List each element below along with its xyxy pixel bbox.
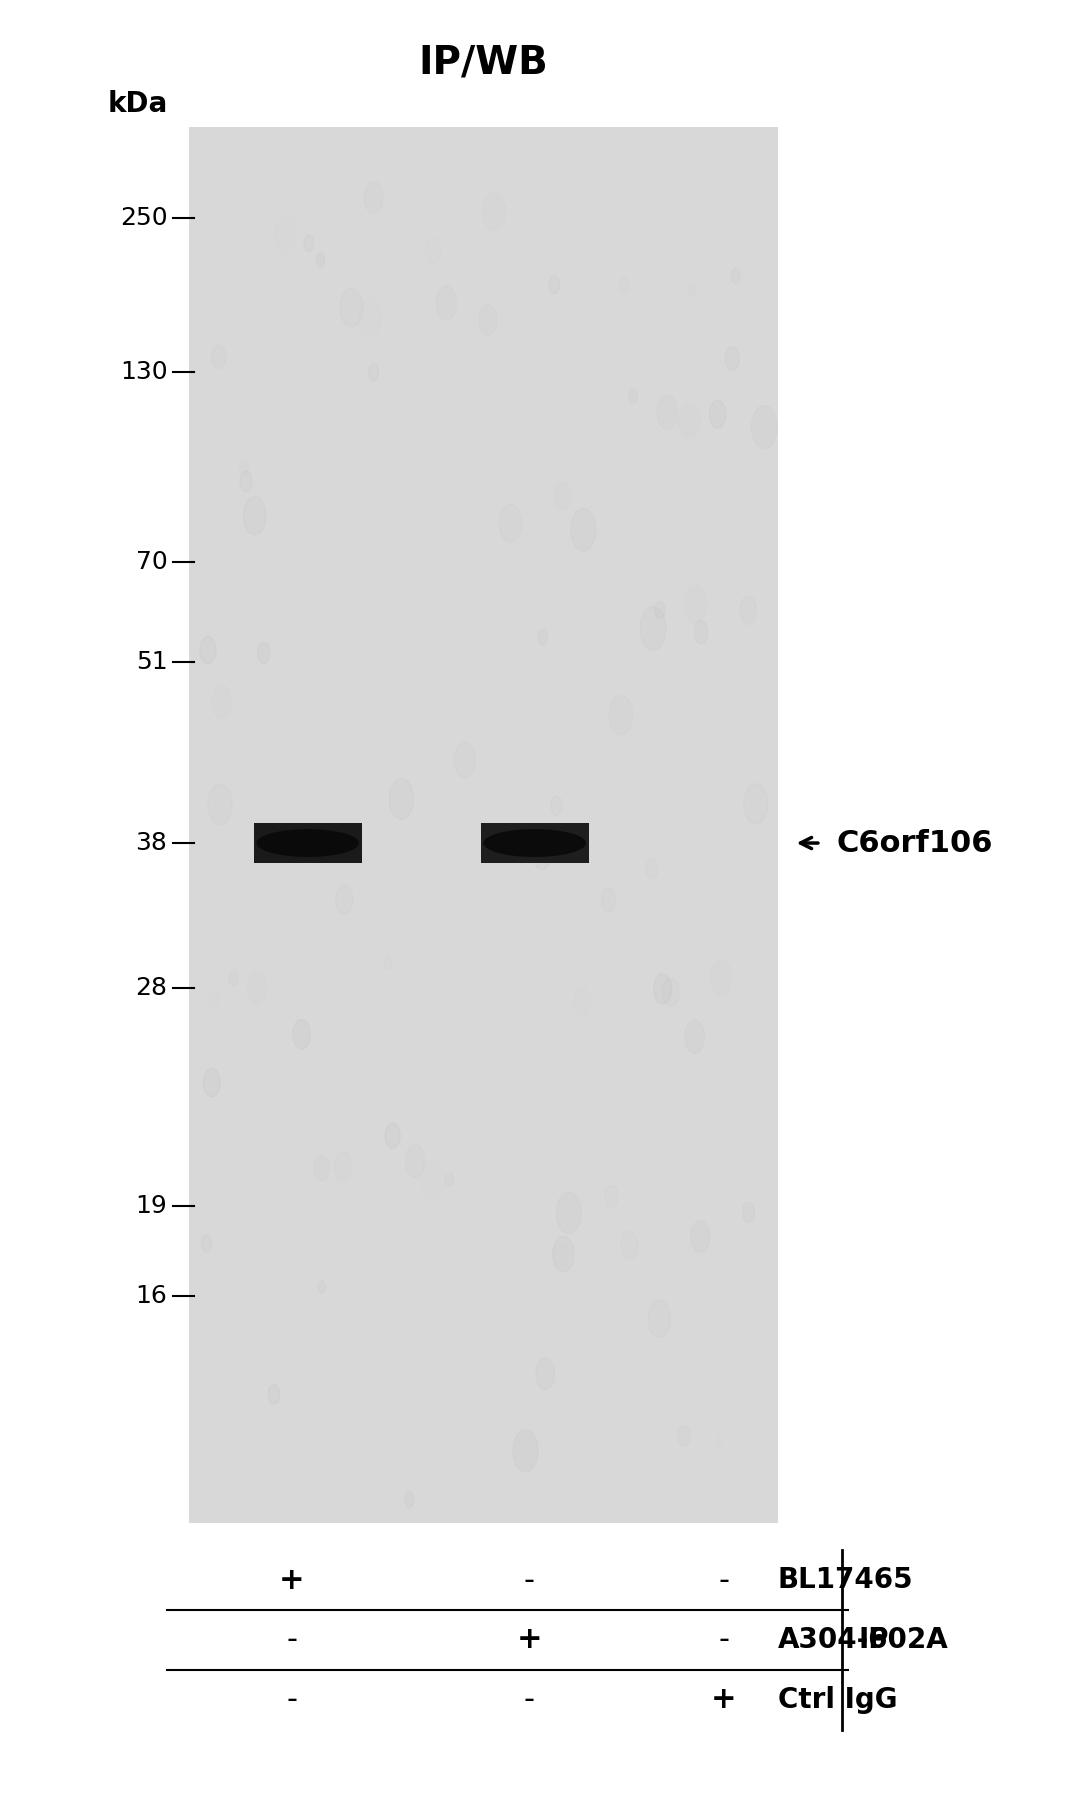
Text: IP/WB: IP/WB <box>418 44 549 82</box>
Text: C6orf106: C6orf106 <box>837 829 994 858</box>
Text: -: - <box>286 1626 297 1653</box>
Circle shape <box>653 974 672 1004</box>
Text: BL17465: BL17465 <box>778 1566 914 1594</box>
Circle shape <box>268 1385 280 1403</box>
Text: 130: 130 <box>120 359 167 384</box>
Text: 51: 51 <box>136 649 167 674</box>
Text: 250: 250 <box>120 205 167 230</box>
Text: -: - <box>286 1686 297 1713</box>
Text: Ctrl IgG: Ctrl IgG <box>778 1686 897 1713</box>
Text: +: + <box>711 1686 737 1713</box>
Text: 28: 28 <box>135 975 167 1001</box>
Circle shape <box>513 1430 538 1472</box>
Text: -: - <box>718 1626 729 1653</box>
Circle shape <box>710 401 726 428</box>
Text: 70: 70 <box>136 549 167 575</box>
Text: IP: IP <box>859 1626 889 1653</box>
Text: kDa: kDa <box>107 91 167 118</box>
Circle shape <box>203 1068 220 1097</box>
Ellipse shape <box>256 829 359 858</box>
Bar <box>189 127 778 1523</box>
Ellipse shape <box>484 829 585 858</box>
Bar <box>481 823 589 863</box>
Circle shape <box>405 1492 414 1508</box>
Circle shape <box>293 1019 310 1050</box>
Text: +: + <box>516 1626 542 1653</box>
Text: -: - <box>718 1566 729 1594</box>
Text: -: - <box>524 1686 535 1713</box>
Circle shape <box>386 1122 401 1148</box>
Text: +: + <box>279 1566 305 1594</box>
Text: A304-602A: A304-602A <box>778 1626 948 1653</box>
Text: 38: 38 <box>135 830 167 856</box>
Bar <box>254 823 362 863</box>
Text: -: - <box>524 1566 535 1594</box>
Circle shape <box>316 252 325 267</box>
Text: 19: 19 <box>136 1193 167 1218</box>
Text: 16: 16 <box>135 1284 167 1309</box>
